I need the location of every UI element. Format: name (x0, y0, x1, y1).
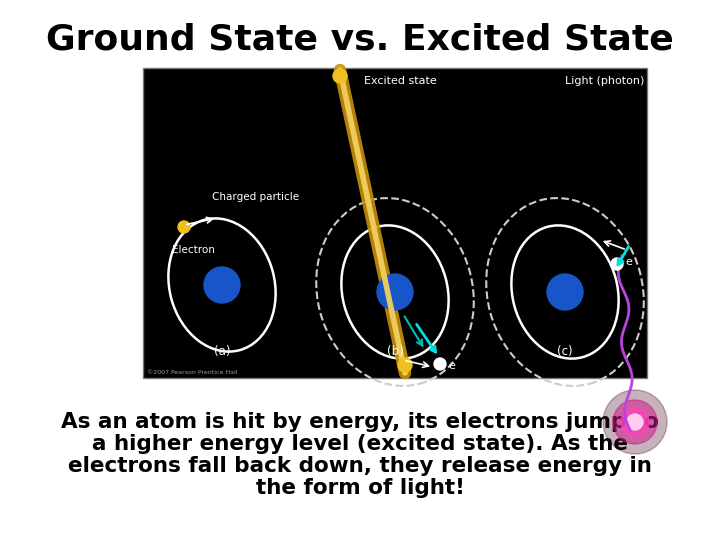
Circle shape (611, 258, 623, 270)
Text: a higher energy level (excited state). As the: a higher energy level (excited state). A… (92, 434, 628, 454)
Circle shape (377, 274, 413, 310)
Text: (a): (a) (214, 345, 230, 358)
Circle shape (613, 400, 657, 444)
Text: (c): (c) (557, 345, 573, 358)
Text: Light (photon): Light (photon) (565, 76, 644, 86)
Text: the form of light!: the form of light! (256, 478, 464, 498)
Circle shape (398, 358, 412, 372)
Circle shape (621, 408, 649, 436)
Text: ©2007 Pearson Prentice Hall: ©2007 Pearson Prentice Hall (147, 370, 238, 375)
Text: Ground State vs. Excited State: Ground State vs. Excited State (46, 22, 674, 56)
Text: e: e (448, 361, 455, 371)
Text: electrons fall back down, they release energy in: electrons fall back down, they release e… (68, 456, 652, 476)
Text: As an atom is hit by energy, its electrons jump to: As an atom is hit by energy, its electro… (61, 412, 659, 432)
Text: Excited state: Excited state (364, 76, 436, 86)
Circle shape (434, 358, 446, 370)
Text: (b): (b) (387, 345, 403, 358)
Circle shape (178, 221, 190, 233)
Bar (143, 68, 647, 378)
Text: Electron: Electron (172, 245, 215, 255)
Text: e: e (625, 257, 632, 267)
Circle shape (547, 274, 583, 310)
Circle shape (603, 390, 667, 454)
Circle shape (333, 69, 347, 83)
Text: Charged particle: Charged particle (212, 192, 299, 202)
Circle shape (627, 414, 643, 430)
Circle shape (204, 267, 240, 303)
